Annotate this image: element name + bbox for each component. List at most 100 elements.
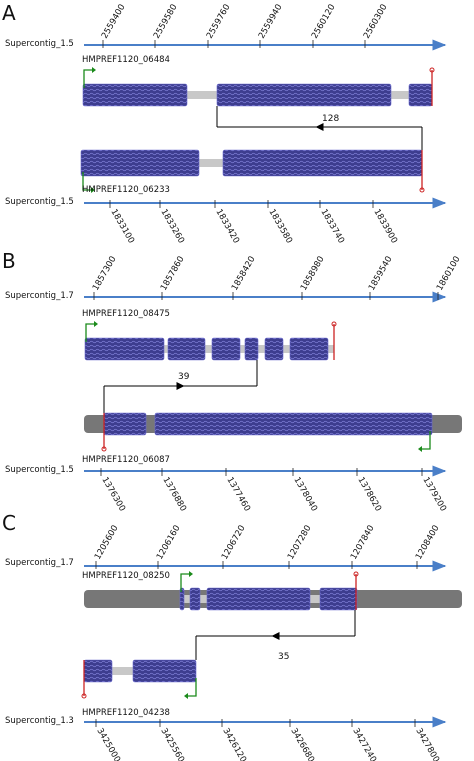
tick-label: 3425560	[158, 727, 186, 761]
link-arrow-icon	[315, 123, 324, 131]
top-gene: HMPREF1120_08475	[82, 309, 337, 361]
tick-label: 3427240	[350, 727, 378, 761]
tick-label: 1833260	[158, 208, 186, 246]
tick-label: 1206720	[220, 524, 248, 562]
synteny-link: 39	[103, 360, 258, 413]
bottom-gene: HMPREF1120_06233	[80, 149, 425, 195]
top-axis: Supercontig_1.7 1205600 1206160 1206720 1207…	[5, 524, 447, 572]
start-codon-icon	[82, 172, 93, 191]
tick-label: 2560120	[310, 3, 338, 41]
tick-label: 1833900	[371, 208, 399, 246]
tick-label: 3426680	[288, 727, 316, 761]
exon	[211, 337, 241, 361]
start-arrow-icon	[418, 446, 422, 452]
exon	[244, 337, 259, 361]
panel-c: C	[2, 511, 16, 535]
tick-label: 1377460	[224, 476, 252, 514]
start-codon-icon	[180, 573, 191, 592]
tick-label: 1858420	[230, 255, 258, 293]
exon	[189, 587, 201, 611]
contig-label: Supercontig_1.7	[5, 558, 74, 568]
tick-label: 1859540	[367, 255, 395, 293]
tick-label: 1857300	[91, 255, 119, 293]
bottom-axis: Supercontig_1.3 3425000 3425560 3426120 3426…	[5, 716, 447, 761]
panel-b: B	[2, 249, 16, 273]
bottom-axis: Supercontig_1.5 1833100 1833260 1833420 1833…	[5, 197, 447, 246]
exon	[82, 83, 188, 107]
exon	[216, 83, 392, 107]
tick-label: 1833100	[108, 208, 136, 246]
exon	[264, 337, 284, 361]
tick-label: 1208400	[414, 524, 442, 562]
exon	[132, 659, 197, 683]
exon	[289, 337, 329, 361]
tick-label: 1207280	[286, 524, 314, 562]
panel-letter: B	[2, 249, 16, 273]
synteny-link: 128	[216, 106, 423, 150]
top-gene: HMPREF1120_08250	[82, 571, 462, 611]
top-axis: Supercontig_1.5 2559400 2559580 2559760 2559…	[5, 3, 447, 51]
stop-pin-icon	[101, 446, 107, 452]
exon	[103, 412, 147, 436]
bottom-axis: Supercontig_1.5 1376300 1376880 1377460 1378…	[5, 465, 448, 513]
stop-pin-icon	[81, 693, 87, 699]
exon	[167, 337, 206, 361]
gene-label: HMPREF1120_06484	[82, 55, 170, 65]
start-arrow-icon	[184, 693, 188, 699]
start-codon-icon	[85, 323, 96, 342]
stop-pin-icon	[353, 571, 359, 577]
link-count: 128	[322, 114, 339, 124]
start-codon-icon	[420, 431, 431, 450]
stop-pin-icon	[331, 321, 337, 327]
gene-label: HMPREF1120_08250	[82, 571, 170, 581]
gene-label: HMPREF1120_06233	[82, 185, 170, 195]
tick-label: 2559580	[152, 3, 180, 41]
start-codon-icon	[186, 678, 197, 697]
link-arrow-icon	[176, 382, 185, 390]
top-axis: Supercontig_1.7 1857300 1857860 1858420 1858…	[5, 255, 463, 303]
contig-label: Supercontig_1.5	[5, 197, 74, 207]
gene-label: HMPREF1120_06087	[82, 455, 170, 465]
start-arrow-icon	[92, 67, 96, 73]
exon	[84, 337, 165, 361]
exon	[83, 659, 113, 683]
exon	[179, 587, 185, 611]
exon	[80, 149, 200, 177]
start-arrow-icon	[94, 321, 98, 327]
tick-label: 1379200	[420, 476, 448, 514]
link-arrow-icon	[271, 632, 280, 640]
tick-label: 2559760	[205, 3, 233, 41]
tick-label: 1205600	[93, 524, 121, 562]
tick-label: 1833740	[318, 208, 346, 246]
tick-label: 3427800	[413, 727, 441, 761]
exon	[222, 149, 423, 177]
synteny-link: 35	[195, 610, 356, 662]
tick-label: 3426120	[220, 727, 248, 761]
gene-label: HMPREF1120_04238	[82, 708, 170, 718]
tick-label: 1206160	[155, 524, 183, 562]
tick-label: 1833580	[266, 208, 294, 246]
bottom-gene: HMPREF1120_06087	[82, 412, 462, 465]
panel-letter: A	[2, 1, 16, 25]
start-arrow-icon	[189, 571, 193, 577]
exon	[206, 587, 311, 611]
tick-label: 1860100	[435, 255, 463, 293]
exon	[408, 83, 433, 107]
start-arrow-icon	[91, 187, 95, 193]
stop-pin-icon	[429, 67, 435, 73]
exon	[319, 587, 358, 611]
link-count: 39	[178, 372, 190, 382]
contig-label: Supercontig_1.7	[5, 291, 74, 301]
tick-label: 1376880	[160, 476, 188, 514]
tick-label: 1858980	[299, 255, 327, 293]
tick-label: 2560300	[362, 3, 390, 41]
tick-label: 1857860	[159, 255, 187, 293]
panel-letter: C	[2, 511, 16, 535]
tick-label: 1378040	[291, 476, 319, 514]
link-count: 35	[278, 652, 289, 662]
start-codon-icon	[83, 69, 94, 88]
intron	[85, 345, 334, 353]
top-gene: HMPREF1120_06484	[82, 55, 435, 107]
tick-label: 3425000	[94, 727, 122, 761]
